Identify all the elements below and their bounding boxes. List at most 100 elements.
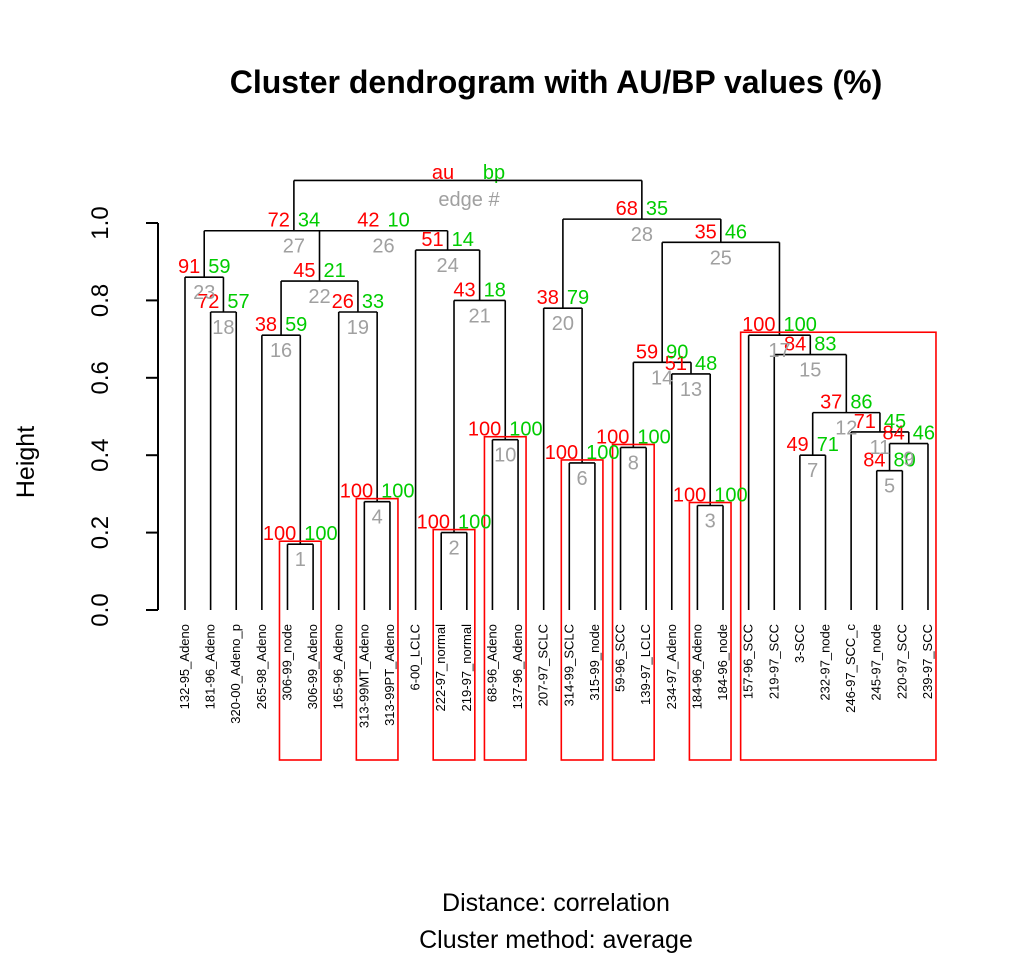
leaf-label: 234-97_Adeno	[664, 624, 679, 709]
leaf-label: 165-96_Adeno	[331, 624, 346, 709]
bp-value: 48	[695, 353, 717, 375]
edge-number: 13	[680, 379, 702, 401]
edge-number: 7	[807, 460, 818, 482]
leaf-label: 320-00_Adeno_p	[228, 624, 243, 724]
bp-value: 83	[814, 334, 836, 356]
au-value: 100	[545, 442, 578, 464]
legend-bp: bp	[483, 162, 505, 184]
bp-value: 100	[509, 419, 542, 441]
edge-number: 23	[193, 282, 215, 304]
bp-value: 100	[458, 512, 491, 534]
edge-number: 16	[270, 340, 292, 362]
leaf-label: 157-96_SCC	[741, 624, 756, 699]
y-tick-label: 0.4	[87, 439, 114, 472]
edge-number: 12	[835, 418, 857, 440]
leaf-label: 184-96_node	[715, 624, 730, 701]
au-value: 84	[784, 334, 806, 356]
edge-number: 28	[631, 224, 653, 246]
leaf-label: 219-97_normal	[459, 624, 474, 712]
edge-number: 25	[710, 247, 732, 269]
au-value: 100	[596, 426, 629, 448]
bp-value: 59	[208, 256, 230, 278]
edge-number: 11	[870, 437, 891, 459]
bp-value: 71	[817, 434, 839, 456]
au-value: 71	[854, 411, 876, 433]
leaf-label: 137-96_Adeno	[510, 624, 525, 709]
au-value: 100	[468, 419, 501, 441]
au-value: 100	[742, 314, 775, 336]
edge-number: 14	[651, 367, 673, 389]
edge-number: 18	[212, 317, 234, 339]
leaf-label: 132-95_Adeno	[177, 624, 192, 709]
au-value: 84	[863, 450, 885, 472]
cluster-box	[278, 540, 322, 761]
leaf-label: 313-99MT_Adeno	[356, 624, 371, 728]
leaf-label: 184-96_Adeno	[689, 624, 704, 709]
au-value: 43	[453, 279, 475, 301]
edge-number: 22	[308, 286, 330, 308]
y-axis-label: Height	[12, 426, 40, 498]
x-axis-label-line2: Cluster method: average	[419, 926, 693, 954]
bp-value: 46	[913, 423, 935, 445]
y-tick-label: 0.8	[87, 284, 114, 317]
au-value: 59	[636, 341, 658, 363]
edge-number: 24	[436, 255, 458, 277]
au-value: 38	[537, 287, 559, 309]
edge-number: 20	[552, 313, 574, 335]
edge-number: 2	[448, 538, 459, 560]
bp-value: 35	[646, 198, 668, 220]
leaf-label: 265-98_Adeno	[254, 624, 269, 709]
bp-value: 100	[637, 426, 670, 448]
leaf-label: 314-99_SCLC	[561, 624, 576, 706]
bp-value: 90	[666, 341, 688, 363]
leaf-label: 232-97_node	[818, 624, 833, 701]
edge-number: 26	[372, 236, 394, 258]
edge-number: 5	[884, 476, 895, 498]
cluster-box	[483, 435, 527, 761]
chart-title: Cluster dendrogram with AU/BP values (%)	[230, 64, 883, 100]
dendrogram-tree	[184, 179, 929, 610]
bp-value: 79	[567, 287, 589, 309]
edge-number: 17	[768, 340, 790, 362]
au-value: 100	[263, 523, 296, 545]
au-value: 91	[178, 256, 200, 278]
au-value: 38	[255, 314, 277, 336]
bp-value: 34	[298, 210, 320, 232]
bp-value: 46	[725, 221, 747, 243]
bp-value: 10	[388, 210, 410, 232]
leaf-label: 207-97_SCLC	[536, 624, 551, 706]
leaf-label: 6-00_LCLC	[408, 624, 423, 691]
au-value: 100	[673, 485, 706, 507]
legend-au: au	[432, 162, 454, 184]
cluster-box	[611, 443, 655, 761]
leaf-label: 306-99_Adeno	[305, 624, 320, 709]
significant-cluster-boxes	[278, 331, 937, 761]
edge-number: 19	[347, 317, 369, 339]
au-value: 72	[197, 291, 219, 313]
bp-value: 100	[783, 314, 816, 336]
y-tick-label: 0.6	[87, 361, 114, 394]
leaf-label: 139-97_LCLC	[638, 624, 653, 705]
edge-number: 1	[295, 549, 306, 571]
leaf-label: 313-99PT_Adeno	[382, 624, 397, 726]
bp-value: 86	[850, 392, 872, 414]
au-value: 49	[786, 434, 808, 456]
edge-number: 9	[903, 449, 914, 471]
bp-value: 18	[484, 279, 506, 301]
leaf-labels: 132-95_Adeno 181-96_Adeno 320-00_Adeno_p 26…	[177, 624, 935, 729]
au-value: 100	[417, 512, 450, 534]
au-value: 37	[820, 392, 842, 414]
leaf-label: 68-96_Adeno	[484, 624, 499, 702]
cluster-box	[355, 497, 399, 761]
cluster-box	[739, 331, 937, 761]
leaf-label: 59-96_SCC	[613, 624, 628, 692]
bp-value: 100	[381, 481, 414, 503]
legend-edge: edge #	[438, 189, 500, 211]
cluster-box	[432, 528, 476, 761]
leaf-label: 220-97_SCC	[894, 624, 909, 699]
au-value: 68	[616, 198, 638, 220]
bp-value: 100	[304, 523, 337, 545]
edge-number: 3	[705, 511, 716, 533]
